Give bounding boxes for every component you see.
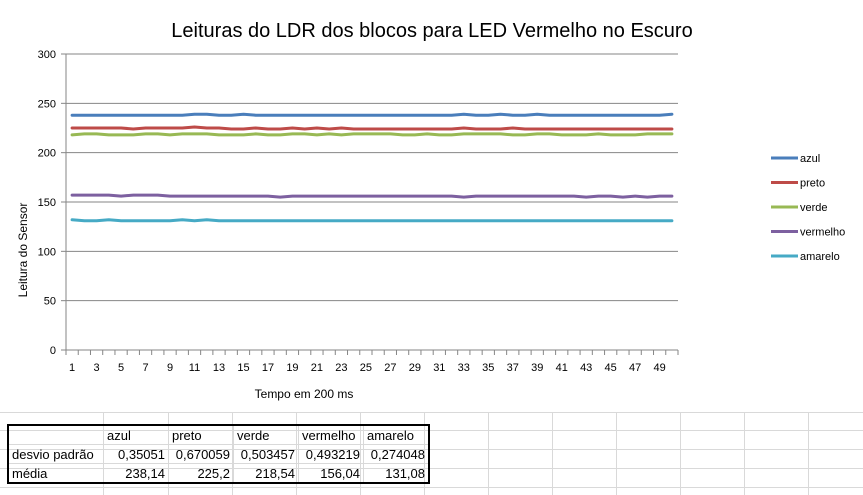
x-tick-label: 45: [605, 362, 617, 374]
sheet-gridline: [552, 412, 553, 495]
x-tick-label: 7: [142, 362, 148, 374]
legend: azul preto verde vermelho amarelo: [771, 153, 845, 263]
x-tick-label: 25: [360, 362, 372, 374]
table-row: desvio padrão 0,35051 0,670059 0,503457 …: [8, 444, 429, 464]
x-tick-label: 3: [94, 362, 100, 374]
chart-area: Leituras do LDR dos blocos para LED Verm…: [16, 20, 845, 401]
x-tick-label: 17: [262, 362, 274, 374]
table-header-cell[interactable]: verde: [233, 425, 299, 445]
x-tick-label: 43: [580, 362, 592, 374]
sheet-gridline: [680, 412, 681, 495]
y-tick-label: 300: [38, 49, 56, 61]
sheet-gridline: [616, 412, 617, 495]
x-tick-label: 39: [531, 362, 543, 374]
x-tick-label: 19: [286, 362, 298, 374]
x-tick-label: 1: [69, 362, 75, 374]
y-axis-label: Leitura do Sensor: [16, 203, 30, 298]
x-tick-label: 35: [482, 362, 494, 374]
sheet-gridline: [0, 412, 863, 413]
table-header-cell[interactable]: preto: [168, 425, 234, 445]
x-tick-label: 15: [237, 362, 249, 374]
x-tick-label: 47: [629, 362, 641, 374]
y-tick-label: 50: [44, 296, 56, 308]
x-tick-label: 5: [118, 362, 124, 374]
table-header-cell[interactable]: amarelo: [363, 425, 429, 445]
chart-svg: Leituras do LDR dos blocos para LED Verm…: [16, 20, 845, 401]
table-cell[interactable]: 0,503457: [233, 444, 299, 464]
table-row-label[interactable]: média: [8, 463, 104, 483]
spreadsheet-area: azul preto verde vermelho amarelo desvio…: [0, 412, 863, 495]
y-tick-label: 200: [38, 148, 56, 160]
legend-label-azul: azul: [800, 153, 820, 165]
table-cell[interactable]: 225,2: [168, 463, 234, 483]
table-cell[interactable]: 218,54: [233, 463, 299, 483]
legend-label-amarelo: amarelo: [800, 251, 840, 263]
series-line-verde: [70, 132, 674, 137]
x-tick-label: 11: [189, 362, 200, 374]
table-row: média 238,14 225,2 218,54 156,04 131,08: [8, 463, 429, 483]
table-header-cell[interactable]: azul: [103, 425, 169, 445]
x-tick-label: 37: [507, 362, 519, 374]
grid-layer: [66, 53, 678, 302]
y-tick-label: 150: [38, 197, 56, 209]
legend-label-preto: preto: [800, 178, 825, 190]
sheet-gridline: [0, 468, 863, 469]
series-line-azul: [70, 112, 674, 117]
series-line-amarelo: [70, 218, 674, 223]
stats-table: azul preto verde vermelho amarelo desvio…: [7, 424, 430, 484]
table-cell[interactable]: 238,14: [103, 463, 169, 483]
y-tick-label: 0: [50, 345, 56, 357]
sheet-gridline: [0, 487, 863, 488]
table-cell[interactable]: 0,493219: [298, 444, 364, 464]
table-cell[interactable]: 156,04: [298, 463, 364, 483]
x-tick-label: 33: [458, 362, 470, 374]
x-axis-label: Tempo em 200 ms: [255, 387, 354, 401]
series-line-preto: [70, 125, 674, 131]
x-tick-label: 21: [311, 362, 323, 374]
x-tick-label: 31: [433, 362, 445, 374]
table-row-label[interactable]: desvio padrão: [8, 444, 104, 464]
sheet-gridline: [0, 449, 863, 450]
x-tick-label: 49: [654, 362, 666, 374]
series-layer: [70, 112, 674, 223]
sheet-gridline: [488, 412, 489, 495]
table-cell[interactable]: 0,274048: [363, 444, 429, 464]
x-tick-label: 27: [384, 362, 396, 374]
chart-title: Leituras do LDR dos blocos para LED Verm…: [171, 20, 692, 42]
x-tick-label: 41: [556, 362, 568, 374]
x-tick-label: 23: [335, 362, 347, 374]
table-header-cell[interactable]: vermelho: [298, 425, 364, 445]
y-tick-label: 100: [38, 246, 56, 258]
series-line-vermelho: [70, 193, 674, 199]
x-tick-label: 29: [409, 362, 421, 374]
sheet-gridline: [0, 430, 863, 431]
legend-label-vermelho: vermelho: [800, 227, 845, 239]
table-header-row: azul preto verde vermelho amarelo: [8, 425, 429, 445]
x-tick-label: 13: [213, 362, 225, 374]
sheet-gridline: [744, 412, 745, 495]
legend-label-verde: verde: [800, 202, 828, 214]
table-cell[interactable]: 0,670059: [168, 444, 234, 464]
sheet-gridline: [808, 412, 809, 495]
x-tick-label: 9: [167, 362, 173, 374]
table-cell[interactable]: 0,35051: [103, 444, 169, 464]
table-header-cell[interactable]: [8, 425, 104, 445]
table-cell[interactable]: 131,08: [385, 465, 425, 481]
y-tick-label: 250: [38, 98, 56, 110]
